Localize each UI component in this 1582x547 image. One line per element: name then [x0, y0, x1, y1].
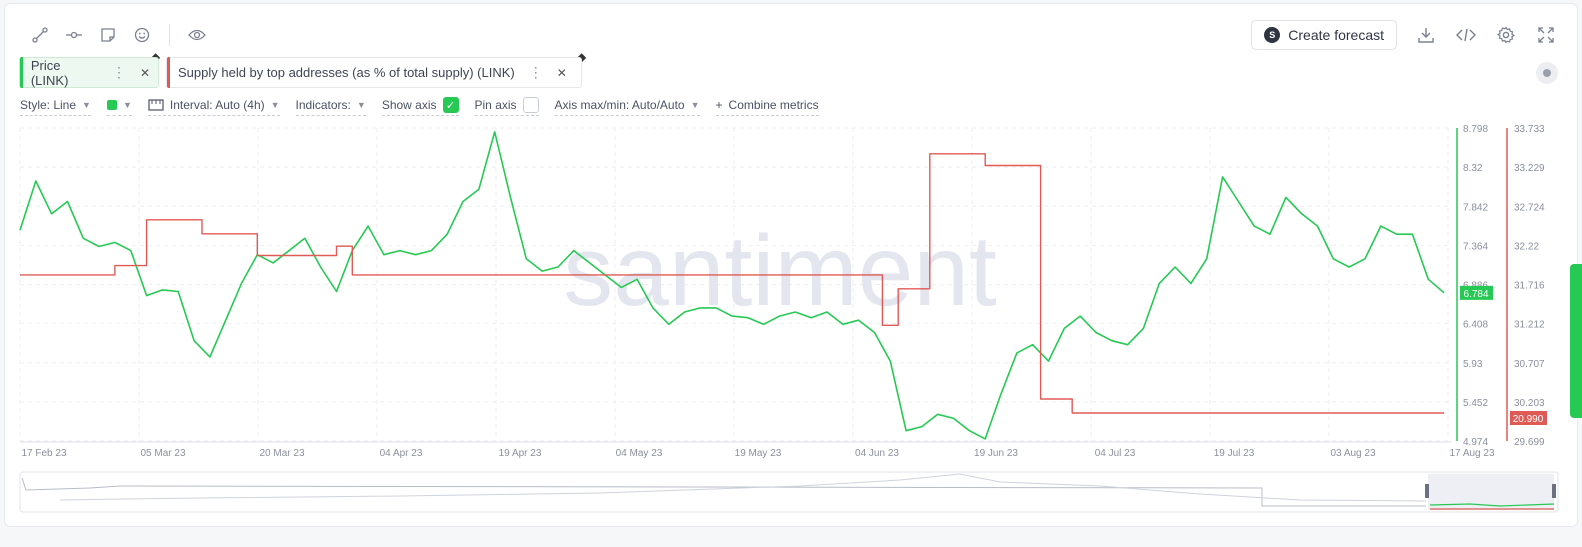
download-icon[interactable] [1415, 24, 1437, 46]
show-axis-toggle[interactable]: Show axis ✓ [381, 97, 459, 116]
chevron-down-icon: ▼ [356, 100, 366, 110]
fullscreen-icon[interactable] [1535, 24, 1557, 46]
checkbox-unchecked-icon[interactable] [522, 97, 539, 113]
interval-select[interactable]: Interval: Auto (4h) ▼ [147, 98, 280, 116]
checkbox-checked-icon[interactable]: ✓ [442, 97, 459, 113]
plus-icon: + [715, 98, 723, 112]
metric-label: Supply held by top addresses (as % of to… [178, 65, 515, 80]
style-select[interactable]: Style: Line ▼ [20, 98, 91, 116]
chart-actions: S Create forecast [1251, 20, 1557, 50]
emoji-icon[interactable] [131, 24, 153, 46]
eth-icon: ◆ [577, 50, 587, 64]
note-icon[interactable] [97, 24, 119, 46]
calendar-icon [148, 99, 164, 111]
indicators-label: Indicators: [295, 98, 351, 112]
close-icon[interactable]: ✕ [556, 65, 567, 80]
chevron-down-icon: ▼ [82, 100, 91, 110]
eye-icon[interactable] [186, 24, 208, 46]
side-panel-tab[interactable] [1570, 264, 1582, 418]
show-axis-label: Show axis [381, 98, 437, 112]
drawing-toolbar [29, 24, 208, 46]
metric-color-bar [20, 57, 23, 88]
more-options-icon[interactable]: ⋮ [528, 64, 543, 80]
line-tool-icon[interactable] [29, 24, 51, 46]
chevron-down-icon: ▼ [122, 100, 132, 110]
axis-maxmin-select[interactable]: Axis max/min: Auto/Auto ▼ [554, 98, 700, 116]
style-label: Style: Line [20, 98, 77, 112]
color-select[interactable]: ▼ [106, 98, 132, 116]
combine-label: Combine metrics [728, 98, 819, 112]
create-forecast-label: Create forecast [1288, 27, 1384, 43]
horizontal-line-icon[interactable] [63, 24, 85, 46]
embed-code-icon[interactable] [1455, 24, 1477, 46]
close-icon[interactable]: ✕ [139, 65, 150, 80]
dot-icon [1543, 69, 1551, 77]
more-options-icon[interactable]: ⋮ [111, 64, 126, 80]
indicators-select[interactable]: Indicators: ▼ [295, 98, 366, 116]
chart-settings-bar: Style: Line ▼ ▼ Interval: Auto (4h) ▼ In… [20, 97, 835, 116]
gear-icon[interactable] [1495, 24, 1517, 46]
santiment-logo-icon: S [1264, 27, 1281, 43]
chart-options-toggle[interactable] [1536, 62, 1558, 84]
combine-metrics-button[interactable]: + Combine metrics [715, 98, 819, 116]
create-forecast-button[interactable]: S Create forecast [1251, 20, 1397, 50]
pin-axis-label: Pin axis [474, 98, 517, 112]
metric-label: Price (LINK) [30, 57, 69, 88]
metric-chip-supply[interactable]: Supply held by top addresses (as % of to… [166, 57, 582, 88]
metric-chip-price[interactable]: Price (LINK) ⋮ ✕ [19, 57, 159, 88]
color-swatch [106, 100, 117, 110]
axis-maxmin-label: Axis max/min: Auto/Auto [554, 98, 685, 112]
metric-color-bar [167, 57, 170, 88]
interval-label: Interval: Auto (4h) [169, 98, 265, 112]
chevron-down-icon: ▼ [270, 100, 280, 110]
chevron-down-icon: ▼ [690, 100, 700, 110]
pin-axis-toggle[interactable]: Pin axis [474, 97, 539, 116]
toolbar-divider [169, 24, 170, 46]
